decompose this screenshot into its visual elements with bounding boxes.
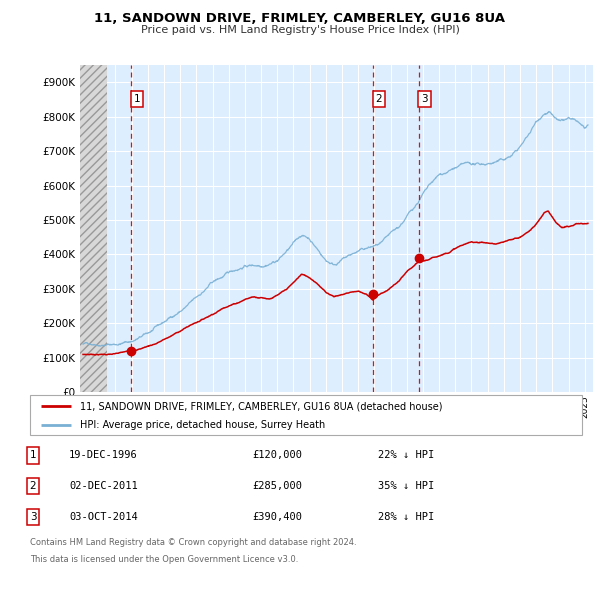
Text: This data is licensed under the Open Government Licence v3.0.: This data is licensed under the Open Gov… (30, 555, 298, 564)
Text: 2: 2 (29, 481, 37, 491)
Text: £285,000: £285,000 (252, 481, 302, 491)
Text: 35% ↓ HPI: 35% ↓ HPI (378, 481, 434, 491)
Text: Price paid vs. HM Land Registry's House Price Index (HPI): Price paid vs. HM Land Registry's House … (140, 25, 460, 35)
Text: £120,000: £120,000 (252, 451, 302, 460)
Text: 3: 3 (421, 94, 428, 104)
Text: 11, SANDOWN DRIVE, FRIMLEY, CAMBERLEY, GU16 8UA: 11, SANDOWN DRIVE, FRIMLEY, CAMBERLEY, G… (95, 12, 505, 25)
FancyBboxPatch shape (30, 395, 582, 435)
Text: 28% ↓ HPI: 28% ↓ HPI (378, 512, 434, 522)
Text: 19-DEC-1996: 19-DEC-1996 (69, 451, 138, 460)
Text: 22% ↓ HPI: 22% ↓ HPI (378, 451, 434, 460)
Text: 1: 1 (29, 451, 37, 460)
Text: 11, SANDOWN DRIVE, FRIMLEY, CAMBERLEY, GU16 8UA (detached house): 11, SANDOWN DRIVE, FRIMLEY, CAMBERLEY, G… (80, 401, 442, 411)
Text: 02-DEC-2011: 02-DEC-2011 (69, 481, 138, 491)
Text: 2: 2 (376, 94, 382, 104)
Text: 03-OCT-2014: 03-OCT-2014 (69, 512, 138, 522)
Text: Contains HM Land Registry data © Crown copyright and database right 2024.: Contains HM Land Registry data © Crown c… (30, 538, 356, 548)
Text: HPI: Average price, detached house, Surrey Heath: HPI: Average price, detached house, Surr… (80, 419, 325, 430)
Bar (80, 65, 107, 392)
Text: £390,400: £390,400 (252, 512, 302, 522)
Text: 3: 3 (29, 512, 37, 522)
Text: 1: 1 (134, 94, 140, 104)
